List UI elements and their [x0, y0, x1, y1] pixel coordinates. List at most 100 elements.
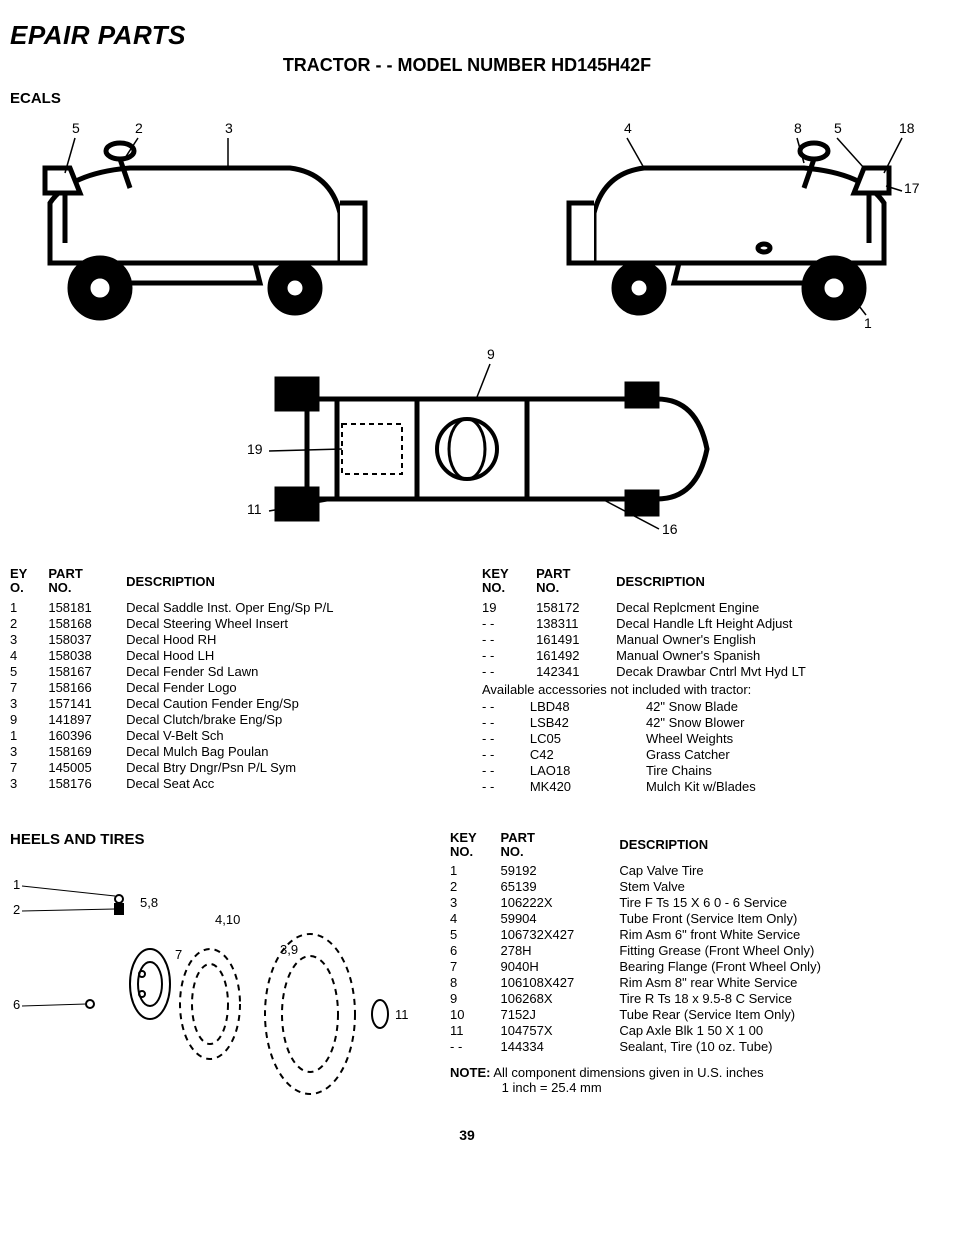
cell-key: 3	[10, 696, 48, 712]
cell-part: 158167	[48, 664, 126, 680]
cell-part: 144334	[500, 1039, 619, 1055]
cell-part: 158172	[536, 600, 616, 616]
cell-desc: Sealant, Tire (10 oz. Tube)	[619, 1039, 924, 1055]
cell-part: 104757X	[500, 1023, 619, 1039]
cell-desc: Grass Catcher	[646, 747, 924, 763]
cell-desc: Tire F Ts 15 X 6 0 - 6 Service	[619, 895, 924, 911]
table-row: 1160396Decal V-Belt Sch	[10, 728, 452, 744]
callout-w1: 1	[13, 877, 20, 892]
note-text2: 1 inch = 25.4 mm	[502, 1080, 602, 1095]
model-subtitle: TRACTOR - - MODEL NUMBER HD145H42F	[10, 55, 924, 76]
cell-desc: Tube Front (Service Item Only)	[619, 911, 924, 927]
cell-part: 158038	[48, 648, 126, 664]
cell-desc: Wheel Weights	[646, 731, 924, 747]
table-row: 2158168Decal Steering Wheel Insert	[10, 616, 452, 632]
cell-key: - -	[482, 699, 530, 715]
cell-part: LSB42	[530, 715, 646, 731]
callout-11: 11	[247, 501, 262, 517]
cell-key: 5	[10, 664, 48, 680]
table-row: - -142341Decak Drawbar Cntrl Mvt Hyd LT	[482, 664, 924, 680]
cell-key: 5	[450, 927, 500, 943]
cell-desc: Decal Clutch/brake Eng/Sp	[126, 712, 452, 728]
col-desc: DESCRIPTION	[616, 567, 924, 600]
col-part: PART NO.	[500, 831, 619, 864]
callout-4: 4	[624, 120, 632, 136]
cell-part: 59192	[500, 863, 619, 879]
cell-desc: Tube Rear (Service Item Only)	[619, 1007, 924, 1023]
cell-part: MK420	[530, 779, 646, 795]
cell-part: 160396	[48, 728, 126, 744]
cell-part: 138311	[536, 616, 616, 632]
cell-desc: Cap Valve Tire	[619, 863, 924, 879]
cell-key: 1	[10, 600, 48, 616]
cell-key: 9	[10, 712, 48, 728]
decals-table-right: KEY NO. PART NO. DESCRIPTION 19158172Dec…	[482, 567, 924, 680]
cell-key: - -	[482, 664, 536, 680]
cell-desc: Decak Drawbar Cntrl Mvt Hyd LT	[616, 664, 924, 680]
table-row: - -161492Manual Owner's Spanish	[482, 648, 924, 664]
cell-desc: Bearing Flange (Front Wheel Only)	[619, 959, 924, 975]
cell-key: - -	[482, 632, 536, 648]
cell-key: 3	[450, 895, 500, 911]
cell-key: - -	[450, 1039, 500, 1055]
cell-key: 7	[10, 680, 48, 696]
cell-desc: Decal Replcment Engine	[616, 600, 924, 616]
callout-5b: 5	[834, 120, 842, 136]
table-row: 79040HBearing Flange (Front Wheel Only)	[450, 959, 924, 975]
callout-2: 2	[135, 120, 143, 136]
cell-desc: Decal Hood RH	[126, 632, 452, 648]
cell-desc: Decal Fender Sd Lawn	[126, 664, 452, 680]
callout-w39: 3,9	[280, 942, 298, 957]
cell-desc: Decal V-Belt Sch	[126, 728, 452, 744]
cell-part: 158168	[48, 616, 126, 632]
cell-desc: Rim Asm 8" rear White Service	[619, 975, 924, 991]
table-row: 5106732X427Rim Asm 6" front White Servic…	[450, 927, 924, 943]
table-row: 4158038Decal Hood LH	[10, 648, 452, 664]
cell-part: 278H	[500, 943, 619, 959]
cell-key: 8	[450, 975, 500, 991]
cell-desc: Decal Btry Dngr/Psn P/L Sym	[126, 760, 452, 776]
cell-part: 9040H	[500, 959, 619, 975]
table-row: - -144334Sealant, Tire (10 oz. Tube)	[450, 1039, 924, 1055]
cell-desc: Decal Handle Lft Height Adjust	[616, 616, 924, 632]
cell-desc: Decal Mulch Bag Poulan	[126, 744, 452, 760]
callout-5: 5	[72, 120, 80, 136]
cell-part: 142341	[536, 664, 616, 680]
col-part: PART NO.	[536, 567, 616, 600]
tractor-top-diagram: 9 19 11 16	[10, 339, 924, 559]
table-row: 1158181Decal Saddle Inst. Oper Eng/Sp P/…	[10, 600, 452, 616]
cell-part: 161491	[536, 632, 616, 648]
table-row: 3106222XTire F Ts 15 X 6 0 - 6 Service	[450, 895, 924, 911]
cell-part: 106732X427	[500, 927, 619, 943]
tractor-left-diagram: 5 2 3	[10, 113, 430, 333]
cell-key: 4	[10, 648, 48, 664]
wheels-table: KEY NO. PART NO. DESCRIPTION 159192Cap V…	[450, 831, 924, 1056]
callout-19: 19	[247, 441, 263, 457]
cell-part: 7152J	[500, 1007, 619, 1023]
cell-part: 161492	[536, 648, 616, 664]
cell-part: 145005	[48, 760, 126, 776]
cell-key: 3	[10, 776, 48, 792]
table-row: 9106268XTire R Ts 18 x 9.5-8 C Service	[450, 991, 924, 1007]
table-row: 8106108X427Rim Asm 8" rear White Service	[450, 975, 924, 991]
table-row: 3158037Decal Hood RH	[10, 632, 452, 648]
decals-parts-columns: EY O. PART NO. DESCRIPTION 1158181Decal …	[10, 567, 924, 795]
cell-key: 6	[450, 943, 500, 959]
col-key: EY O.	[10, 567, 48, 600]
decals-table-left: EY O. PART NO. DESCRIPTION 1158181Decal …	[10, 567, 452, 792]
cell-desc: Manual Owner's English	[616, 632, 924, 648]
cell-desc: Stem Valve	[619, 879, 924, 895]
col-desc: DESCRIPTION	[126, 567, 452, 600]
cell-part: 106268X	[500, 991, 619, 1007]
col-desc: DESCRIPTION	[619, 831, 924, 864]
cell-desc: Decal Hood LH	[126, 648, 452, 664]
cell-desc: Fitting Grease (Front Wheel Only)	[619, 943, 924, 959]
cell-key: 1	[10, 728, 48, 744]
cell-key: 4	[450, 911, 500, 927]
decals-section-title: ECALS	[10, 90, 924, 107]
cell-part: 158037	[48, 632, 126, 648]
cell-desc: Manual Owner's Spanish	[616, 648, 924, 664]
callout-3: 3	[225, 120, 233, 136]
table-row: - -LAO18Tire Chains	[482, 763, 924, 779]
cell-key: 1	[450, 863, 500, 879]
